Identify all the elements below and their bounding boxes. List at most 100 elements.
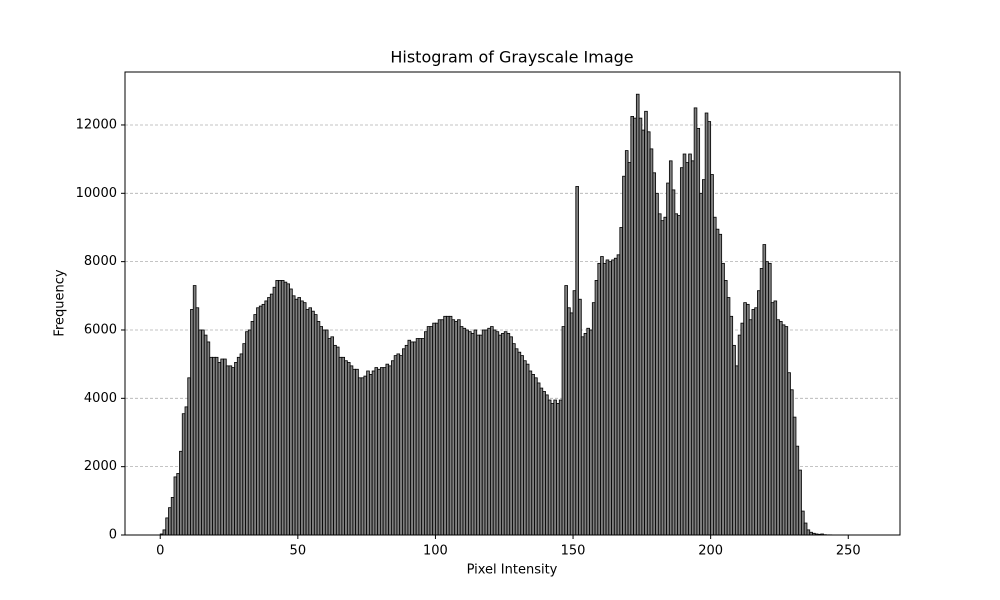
bar: [688, 153, 692, 536]
bar: [297, 297, 301, 536]
bar: [250, 321, 255, 536]
bar: [556, 403, 560, 536]
bar: [379, 367, 384, 536]
bar: [746, 303, 750, 536]
bar: [768, 262, 772, 536]
y-axis-label: Frequency: [53, 269, 68, 336]
bar: [402, 348, 406, 536]
bar: [660, 220, 665, 536]
bar: [773, 300, 778, 536]
bar: [605, 259, 610, 536]
bar: [413, 341, 417, 536]
bar: [280, 280, 285, 536]
y-tick-label: 4000: [84, 391, 117, 406]
bar: [278, 280, 282, 536]
bar: [624, 150, 629, 536]
bar: [646, 131, 651, 536]
bar: [473, 329, 478, 536]
y-tick-label: 0: [109, 528, 117, 543]
bar: [176, 473, 180, 536]
bar: [715, 228, 720, 536]
bar: [269, 293, 274, 536]
bar: [655, 192, 659, 536]
bar: [539, 387, 544, 536]
bar: [666, 182, 670, 536]
bar: [319, 326, 324, 536]
bar: [575, 186, 579, 536]
bar: [635, 93, 640, 536]
bar: [245, 331, 249, 536]
bar: [553, 399, 557, 536]
x-tick-label: 150: [561, 544, 586, 559]
bar: [757, 290, 761, 536]
bar: [512, 343, 516, 536]
bar: [341, 356, 346, 536]
bar: [399, 355, 403, 536]
bar: [239, 353, 244, 536]
bar: [253, 314, 257, 536]
bar: [437, 319, 442, 536]
bar: [600, 256, 604, 536]
bar: [781, 324, 786, 536]
bar: [418, 338, 423, 536]
bar: [633, 117, 637, 536]
bar: [567, 307, 571, 536]
bar: [795, 445, 800, 536]
bar: [443, 315, 447, 536]
bar: [572, 290, 577, 536]
bar: [272, 286, 277, 536]
y-tick-label: 10000: [76, 186, 117, 201]
bar: [803, 522, 808, 536]
bar: [396, 353, 401, 536]
bar: [275, 280, 279, 536]
bar: [732, 344, 736, 536]
bar: [407, 339, 412, 536]
bar: [421, 338, 425, 536]
bar: [330, 336, 335, 536]
bar: [360, 377, 365, 536]
bar: [545, 394, 549, 536]
bar: [391, 360, 395, 536]
bar: [729, 315, 734, 536]
bar: [424, 331, 428, 536]
bar: [440, 319, 445, 536]
bar: [528, 370, 533, 536]
bar: [503, 331, 508, 536]
bar: [679, 167, 684, 536]
bar: [627, 162, 632, 536]
bar: [492, 329, 497, 536]
bar: [608, 261, 612, 536]
bar: [690, 160, 695, 536]
bar: [258, 305, 263, 536]
bar: [247, 329, 252, 536]
bar: [754, 307, 758, 536]
bar: [534, 377, 538, 536]
bar: [187, 377, 191, 536]
bar: [597, 262, 601, 536]
bar: [170, 497, 175, 536]
bar: [542, 391, 546, 536]
bar: [324, 329, 329, 536]
bar: [190, 309, 194, 536]
bar: [726, 297, 731, 536]
bar: [338, 356, 343, 536]
bar: [657, 213, 662, 536]
bar: [179, 450, 183, 536]
bar: [724, 280, 728, 536]
bar: [184, 406, 189, 536]
bar: [173, 476, 178, 536]
bar: [748, 319, 753, 536]
bar: [564, 285, 568, 536]
bar: [668, 160, 673, 536]
bar: [583, 332, 588, 536]
bar: [368, 374, 373, 536]
bar: [203, 334, 208, 536]
bar: [619, 227, 623, 536]
bar: [721, 262, 725, 536]
bar: [242, 343, 246, 536]
bar: [470, 332, 475, 536]
bar: [710, 174, 714, 536]
bar: [256, 307, 260, 536]
